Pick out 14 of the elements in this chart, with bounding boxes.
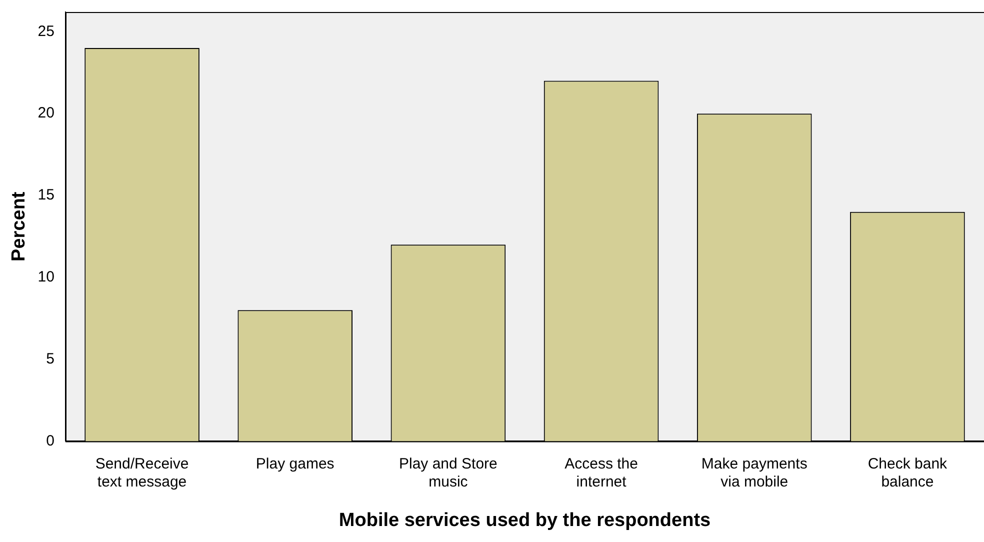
x-tick-label: Play games: [256, 455, 334, 472]
y-tick-label: 20: [38, 104, 54, 122]
y-tick-label: 15: [38, 186, 54, 204]
x-tick-label: Send/Receive text message: [95, 455, 189, 490]
y-tick-label: 10: [38, 268, 54, 286]
y-tick-label: 0: [46, 432, 54, 450]
y-tick-label: 25: [38, 22, 54, 40]
y-axis-title: Percent: [8, 191, 30, 262]
x-axis-title: Mobile services used by the respondents: [338, 510, 711, 531]
x-tick-label: Make payments via mobile: [701, 455, 808, 490]
x-tick-label: Play and Store music: [398, 455, 498, 490]
x-tick-label: Access the internet: [564, 455, 638, 490]
x-tick-label: Check bank balance: [868, 455, 948, 490]
y-tick-label: 5: [46, 350, 54, 368]
